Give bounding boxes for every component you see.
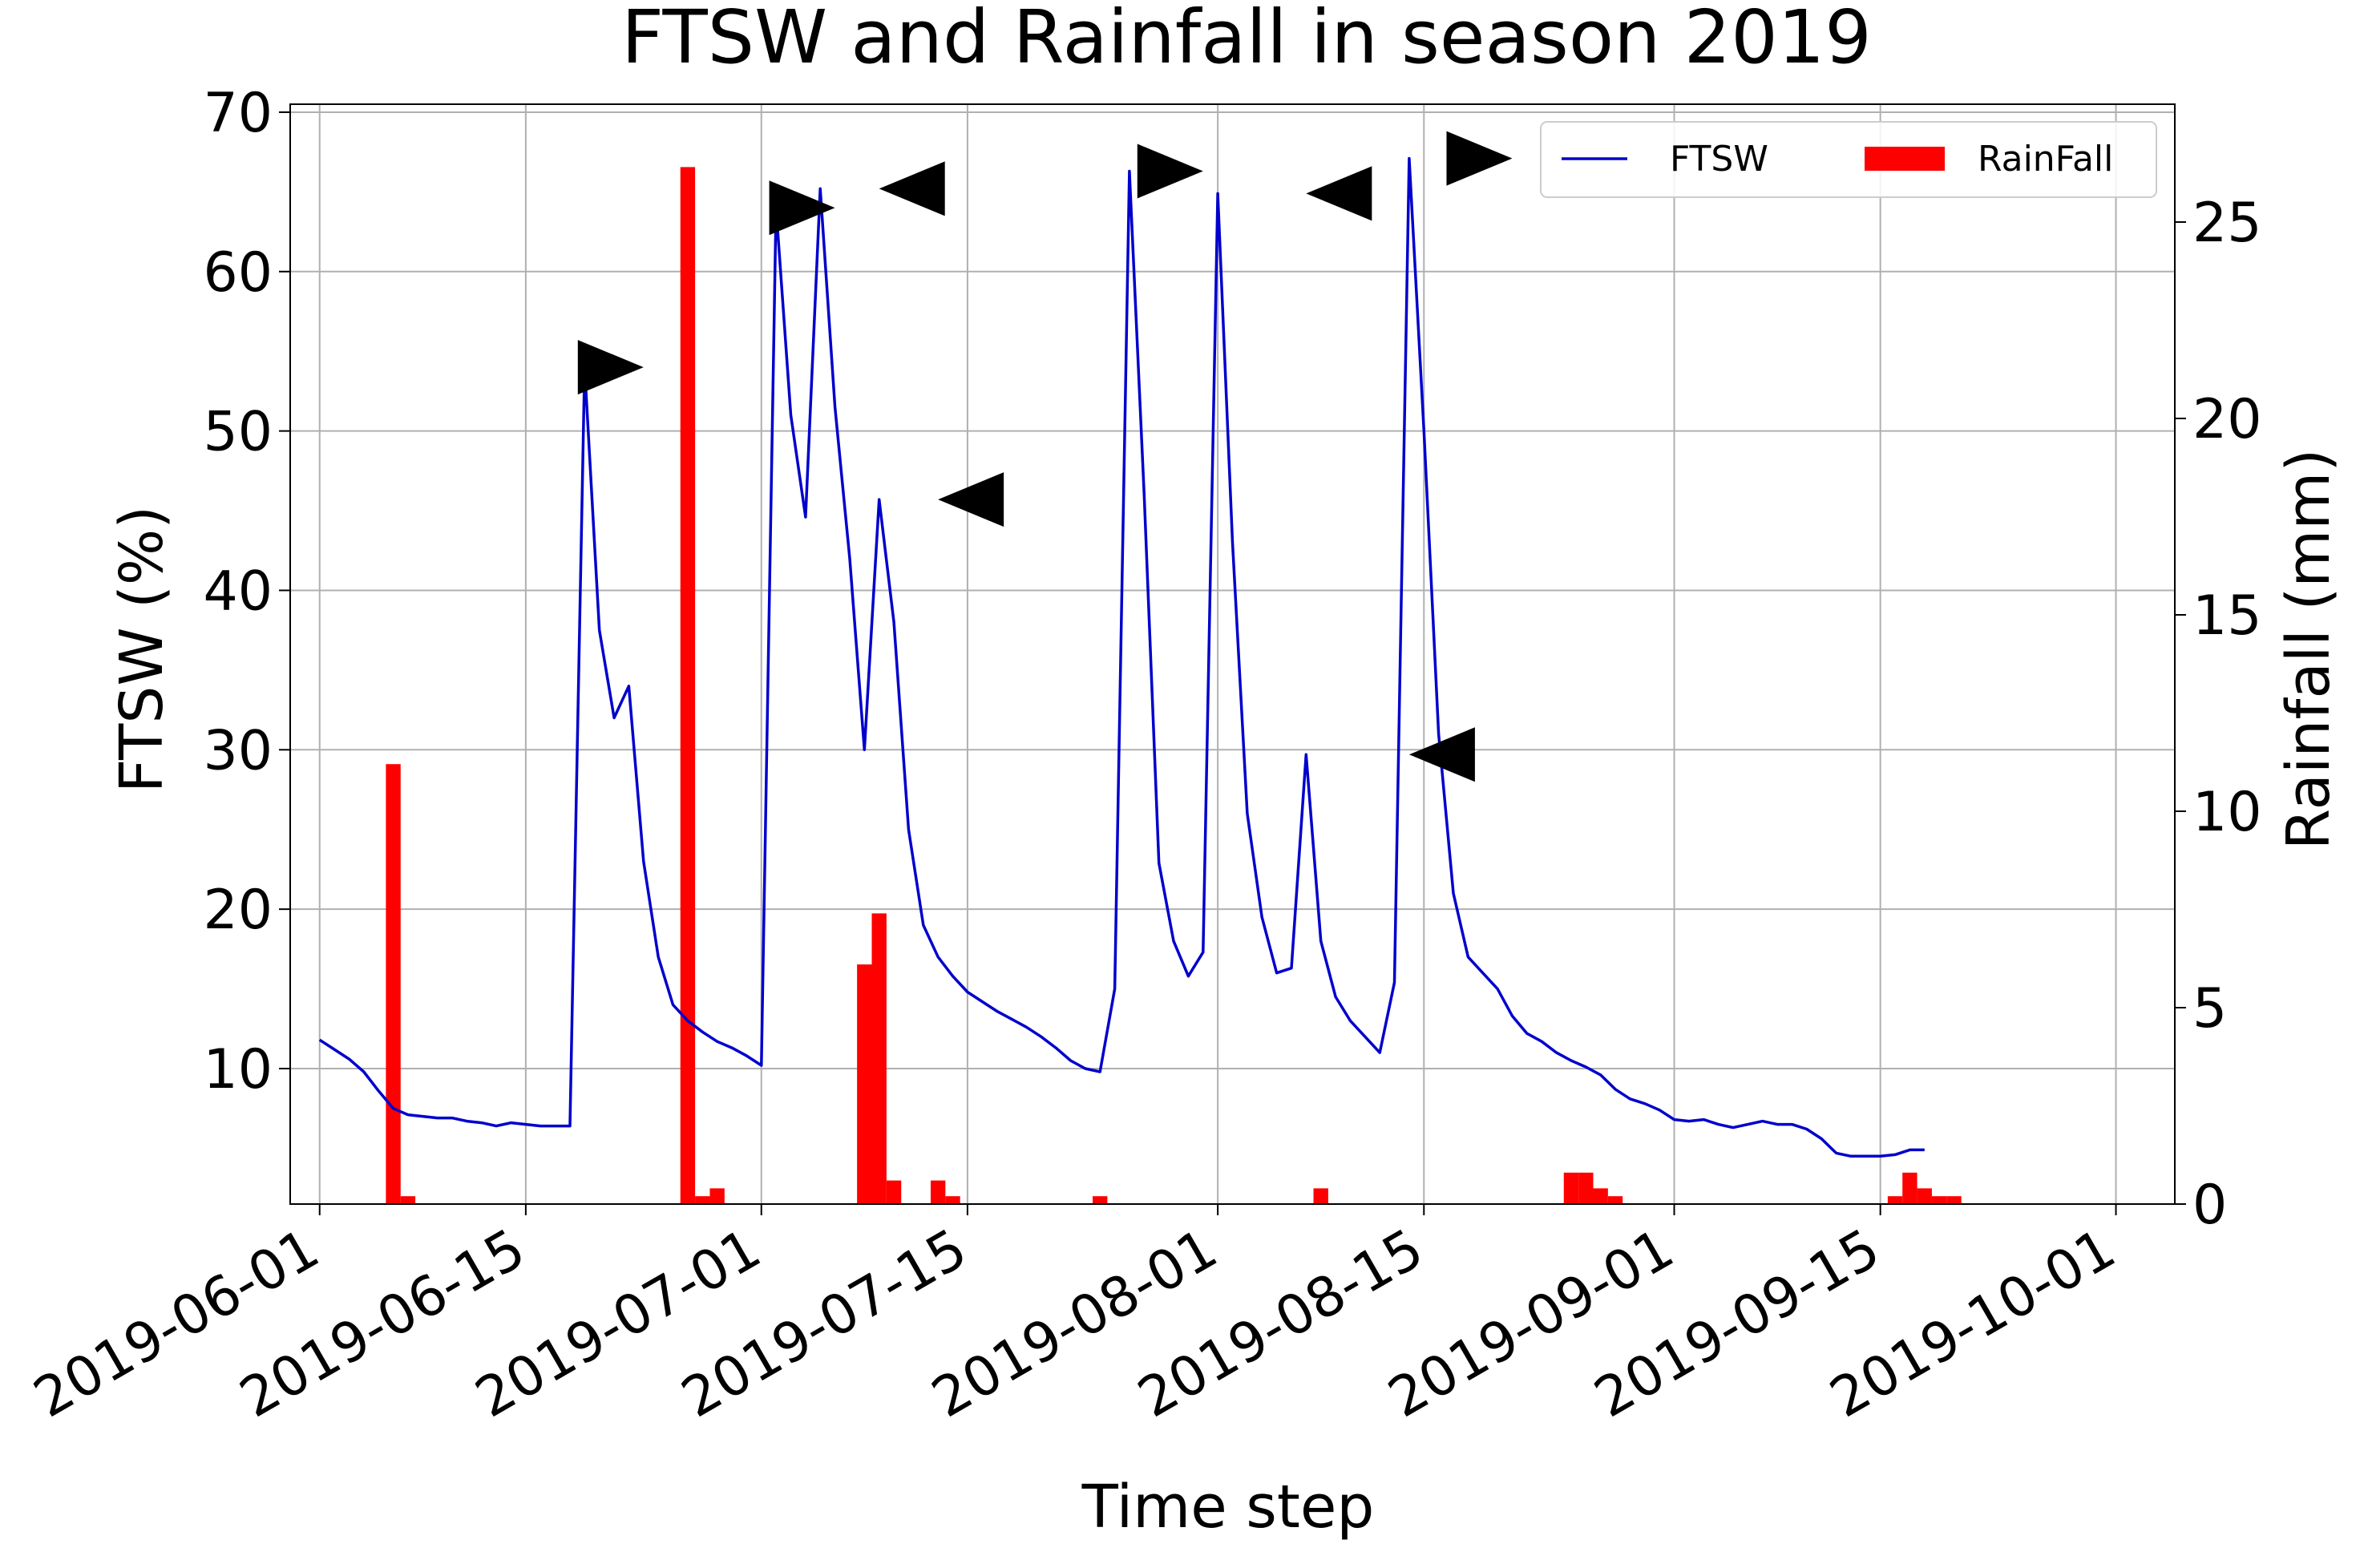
right-y-tick-label: 0: [2192, 1174, 2227, 1237]
rainfall-bar: [945, 1196, 960, 1204]
peak-marker: [938, 472, 1004, 527]
peak-marker: [1306, 166, 1372, 221]
ftsw-line: [318, 156, 1925, 1158]
rainfall-bar: [400, 1196, 416, 1204]
rainfall-bar: [680, 167, 696, 1204]
right-y-axis-label: Rainfall (mm): [2274, 449, 2343, 851]
legend-ftsw-label: FTSW: [1670, 139, 1768, 180]
right-y-tick-label: 10: [2192, 781, 2262, 844]
plot-frame: [289, 103, 2176, 1205]
rainfall-bar: [1902, 1172, 1917, 1204]
rainfall-bar: [886, 1180, 902, 1204]
rainfall-bar: [1931, 1196, 1947, 1204]
ftsw-series: [318, 156, 1925, 1158]
right-y-tick-label: 5: [2192, 977, 2227, 1041]
right-y-tick-label: 20: [2192, 388, 2262, 451]
peak-marker: [1446, 131, 1513, 186]
rainfall-bar: [1578, 1172, 1594, 1204]
left-y-axis-label: FTSW (%): [107, 506, 176, 793]
peak-marker: [769, 180, 835, 236]
right-y-tick-label: 15: [2192, 584, 2262, 648]
left-y-tick-label: 50: [203, 401, 273, 464]
peak-marker: [1137, 143, 1203, 199]
peak-marker: [879, 161, 945, 216]
left-y-tick-label: 10: [203, 1038, 273, 1101]
rainfall-bar: [1093, 1196, 1108, 1204]
left-y-axis-ticks: 10 20 30 40 50 60 70: [203, 82, 290, 1101]
rainfall-bar: [1313, 1188, 1328, 1204]
rainfall-bar: [386, 764, 401, 1204]
rainfall-bar: [1563, 1172, 1579, 1204]
left-y-tick-label: 70: [203, 82, 273, 145]
legend: FTSW RainFall: [1540, 121, 2157, 198]
peak-marker: [577, 340, 644, 395]
x-axis-label: Time step: [1081, 1473, 1375, 1542]
peak-marker: [1408, 727, 1475, 782]
x-axis-ticks: 2019-06-012019-06-152019-07-012019-07-15…: [23, 1204, 2126, 1430]
legend-rainfall-swatch: [1865, 147, 1945, 171]
chart-title: FTSW and Rainfall in season 2019: [621, 0, 1872, 80]
rainfall-bar: [1917, 1188, 1932, 1204]
rainfall-bar: [871, 913, 887, 1204]
rainfall-bar: [1887, 1196, 1903, 1204]
rainfall-bars: [386, 167, 1962, 1204]
right-y-tick-label: 25: [2192, 192, 2262, 255]
rainfall-bar: [930, 1180, 946, 1204]
left-y-tick-label: 40: [203, 560, 273, 623]
peak-markers: [577, 131, 1513, 782]
rainfall-bar: [1593, 1188, 1608, 1204]
left-y-tick-label: 20: [203, 879, 273, 942]
left-y-tick-label: 30: [203, 719, 273, 782]
left-y-tick-label: 60: [203, 241, 273, 305]
legend-rainfall-label: RainFall: [1978, 139, 2113, 180]
rainfall-bar: [709, 1188, 725, 1204]
legend-box: [1540, 121, 2157, 198]
rainfall-bar: [1607, 1196, 1623, 1204]
rainfall-bar: [695, 1196, 710, 1204]
rainfall-bar: [857, 964, 872, 1204]
gridlines: [290, 104, 2175, 1204]
right-y-axis-ticks: 0 5 10 15 20 25: [2175, 192, 2262, 1237]
rainfall-bar: [1946, 1196, 1962, 1204]
